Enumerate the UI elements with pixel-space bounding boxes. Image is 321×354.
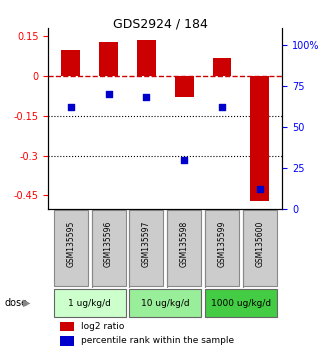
Text: GDS2924 / 184: GDS2924 / 184 (113, 18, 208, 31)
Bar (61, 50, 80, 76)
Text: GSM135595: GSM135595 (66, 221, 75, 268)
Text: GSM135598: GSM135598 (180, 221, 189, 267)
Text: GSM135599: GSM135599 (218, 221, 227, 268)
Bar (60, 336, 74, 346)
Text: GSM135596: GSM135596 (104, 221, 113, 268)
Text: GSM135600: GSM135600 (255, 221, 264, 268)
Point (144, 95, 149, 100)
Bar (213, 57, 231, 76)
Point (106, 91, 111, 97)
Bar (175, 76, 194, 97)
Bar (99, 41, 118, 76)
Text: log2 ratio: log2 ratio (81, 322, 124, 331)
FancyBboxPatch shape (129, 289, 201, 317)
Bar (60, 321, 74, 331)
Point (68, 104, 74, 110)
Text: ▶: ▶ (22, 298, 30, 308)
FancyBboxPatch shape (129, 210, 163, 286)
FancyBboxPatch shape (91, 210, 126, 286)
Text: 1 ug/kg/d: 1 ug/kg/d (68, 299, 111, 308)
FancyBboxPatch shape (205, 210, 239, 286)
Point (257, 186, 262, 192)
FancyBboxPatch shape (54, 289, 126, 317)
Text: 10 ug/kg/d: 10 ug/kg/d (141, 299, 190, 308)
Point (182, 157, 187, 162)
FancyBboxPatch shape (205, 289, 277, 317)
Point (220, 104, 225, 110)
Text: dose: dose (5, 298, 28, 308)
Text: percentile rank within the sample: percentile rank within the sample (81, 336, 234, 345)
Bar (137, 40, 156, 76)
FancyBboxPatch shape (243, 210, 277, 286)
Text: 1000 ug/kg/d: 1000 ug/kg/d (211, 299, 271, 308)
FancyBboxPatch shape (167, 210, 201, 286)
Text: GSM135597: GSM135597 (142, 221, 151, 268)
Bar (250, 76, 269, 201)
FancyBboxPatch shape (54, 210, 88, 286)
